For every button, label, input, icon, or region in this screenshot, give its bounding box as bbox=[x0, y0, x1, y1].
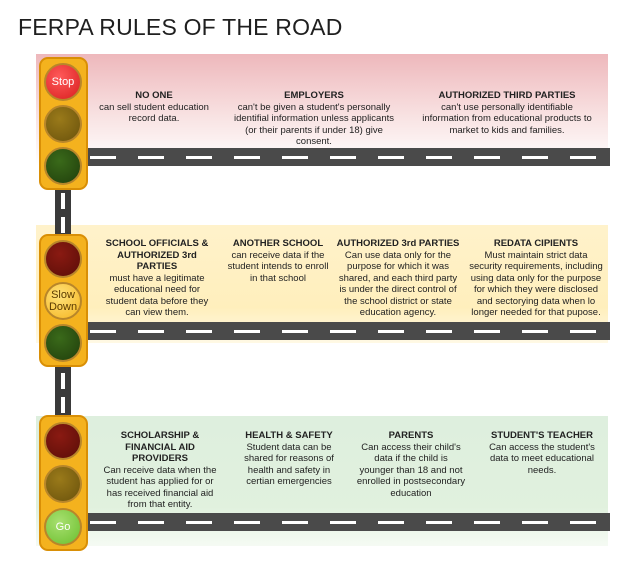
rule-heading: REDATA CIPIENTS bbox=[493, 238, 579, 249]
vertical-road-segment bbox=[55, 187, 71, 239]
rule-scholarship-providers: SCHOLARSHIP & FINANCIAL AID PROVIDERS Ca… bbox=[98, 430, 222, 511]
road-dash bbox=[61, 217, 65, 233]
page-title: FERPA RULES OF THE ROAD bbox=[18, 14, 343, 40]
rule-authorized-third-parties: AUTHORIZED THIRD PARTIES can't use perso… bbox=[422, 90, 592, 136]
rule-body: can't use personally identifiable inform… bbox=[422, 101, 592, 136]
amber-lamp bbox=[44, 105, 82, 143]
road-dash bbox=[61, 397, 65, 413]
road-stop bbox=[82, 148, 610, 166]
rule-heading: PARENTS bbox=[388, 430, 434, 441]
rule-heading: SCHOOL OFFICIALS & AUTHORIZED 3rd PARTIE… bbox=[105, 238, 209, 272]
road-slow-down bbox=[82, 322, 610, 340]
red-lamp bbox=[44, 240, 82, 278]
amber-lamp bbox=[44, 465, 82, 503]
rule-body: Must maintain strict data security requi… bbox=[469, 249, 603, 319]
red-lamp-lit: Stop bbox=[44, 63, 82, 101]
traffic-light-slow-down: Slow Down bbox=[39, 234, 88, 367]
road-dashes bbox=[90, 521, 610, 524]
rule-body: must have a legitimate educational need … bbox=[105, 272, 209, 319]
rule-health-safety: HEALTH & SAFETY Student data can be shar… bbox=[238, 430, 340, 488]
rule-body: Can access the student's data to meet ed… bbox=[489, 441, 595, 476]
road-dash bbox=[61, 193, 65, 209]
rule-students-teacher: STUDENT'S TEACHER Can access the student… bbox=[486, 430, 598, 476]
green-lamp bbox=[44, 147, 82, 185]
rule-heading: NO ONE bbox=[135, 90, 173, 101]
rule-body: can receive data if the student intends … bbox=[227, 249, 329, 284]
vertical-road-segment bbox=[55, 367, 71, 419]
rule-heading: EMPLOYERS bbox=[284, 90, 344, 101]
rule-employers: EMPLOYERS can't be given a student's per… bbox=[230, 90, 398, 148]
rule-heading: ANOTHER SCHOOL bbox=[232, 238, 324, 249]
green-lamp bbox=[44, 324, 82, 362]
green-lamp-lit: Go bbox=[44, 508, 82, 546]
rule-parents: PARENTS Can access their child's data if… bbox=[356, 430, 466, 499]
rule-authorized-3rd-parties: AUTHORIZED 3rd PARTIES Can use data only… bbox=[336, 238, 460, 319]
road-dashes bbox=[90, 330, 610, 333]
stop-label: Stop bbox=[51, 76, 75, 88]
slow-down-label: Slow Down bbox=[48, 289, 78, 313]
rule-heading: SCHOLARSHIP & FINANCIAL AID PROVIDERS bbox=[120, 430, 200, 464]
rule-body: can sell student education record data. bbox=[99, 101, 209, 125]
amber-lamp-lit: Slow Down bbox=[44, 282, 82, 320]
rule-body: Student data can be shared for reasons o… bbox=[244, 441, 334, 488]
rule-school-officials: SCHOOL OFFICIALS & AUTHORIZED 3rd PARTIE… bbox=[98, 238, 216, 319]
road-go bbox=[82, 513, 610, 531]
rule-no-one: NO ONE can sell student education record… bbox=[98, 90, 210, 125]
rule-heading: HEALTH & SAFETY bbox=[245, 430, 333, 441]
rule-body: Can access their child's data if the chi… bbox=[356, 441, 466, 499]
rule-heading: AUTHORIZED 3rd PARTIES bbox=[336, 238, 460, 249]
rule-another-school: ANOTHER SCHOOL can receive data if the s… bbox=[226, 238, 330, 284]
traffic-light-stop: Stop bbox=[39, 57, 88, 190]
traffic-light-go: Go bbox=[39, 415, 88, 551]
rule-body: Can receive data when the student has ap… bbox=[103, 464, 217, 511]
road-dashes bbox=[90, 156, 610, 159]
red-lamp bbox=[44, 422, 82, 460]
rule-body: can't be given a student's personally id… bbox=[233, 101, 394, 148]
stop-band bbox=[36, 54, 608, 166]
rule-heading: STUDENT'S TEACHER bbox=[490, 430, 593, 441]
go-label: Go bbox=[55, 521, 71, 533]
road-dash bbox=[61, 373, 65, 389]
rule-heading: AUTHORIZED THIRD PARTIES bbox=[438, 90, 576, 101]
rule-body: Can use data only for the purpose for wh… bbox=[338, 249, 458, 319]
rule-redata-cipients: REDATA CIPIENTS Must maintain strict dat… bbox=[468, 238, 604, 319]
